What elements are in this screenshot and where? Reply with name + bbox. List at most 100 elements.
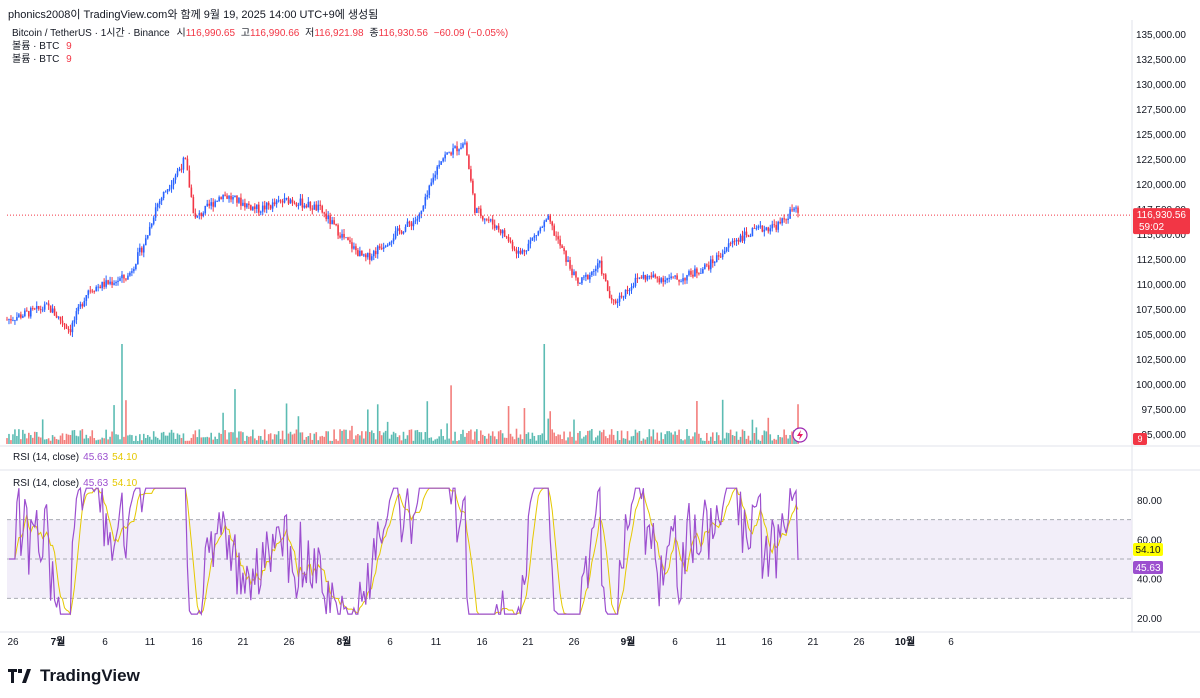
- volume-bar: [77, 436, 80, 444]
- volume-bar: [370, 430, 373, 444]
- rsi-pane-label-2[interactable]: RSI (14, close) 45.63 54.10: [13, 478, 137, 489]
- volume-bar: [634, 429, 637, 444]
- volume-bar: [583, 436, 585, 444]
- candle-body: [660, 278, 663, 283]
- volume-label: 볼륨 · BTC: [12, 54, 60, 65]
- candle-body: [600, 260, 603, 274]
- candle-body: [452, 148, 454, 155]
- volume-bar: [680, 439, 682, 444]
- volume-bar: [309, 433, 312, 444]
- candle-body: [438, 164, 440, 167]
- candle-body: [569, 260, 571, 269]
- volume-bar: [608, 434, 611, 444]
- volume-bar: [456, 440, 458, 444]
- candle-body: [156, 204, 159, 208]
- volume-bar: [357, 434, 359, 444]
- volume-bar: [29, 435, 32, 444]
- volume-bar: [571, 436, 573, 444]
- rsi-tick-label: 60.00: [1137, 535, 1162, 546]
- volume-bar: [24, 433, 26, 444]
- volume-bar: [87, 438, 90, 444]
- candle-body: [47, 303, 50, 306]
- candle-body: [376, 246, 379, 255]
- time-tick-label: 11: [716, 637, 727, 648]
- volume-bar: [612, 434, 615, 444]
- price-tick-label: 127,500.00: [1136, 105, 1186, 116]
- volume-bar: [363, 438, 365, 444]
- volume-bar: [372, 433, 375, 444]
- candle-body: [460, 147, 462, 150]
- volume-bar: [81, 429, 84, 444]
- volume-bar: [517, 437, 520, 444]
- candle-body: [398, 228, 401, 231]
- candle-body: [67, 328, 70, 330]
- candle-body: [547, 215, 550, 220]
- volume-bar: [642, 438, 645, 444]
- candle-body: [487, 219, 490, 221]
- volume-bar: [176, 433, 179, 444]
- volume-bar: [337, 440, 339, 444]
- candle-body: [33, 308, 36, 310]
- candle-body: [428, 185, 431, 195]
- candle-body: [783, 218, 785, 220]
- volume-bar: [380, 435, 383, 444]
- volume-bar: [289, 431, 292, 444]
- candle-body: [721, 253, 724, 258]
- candle-body: [793, 208, 795, 211]
- volume-bar: [495, 439, 498, 444]
- volume-bar: [565, 440, 567, 444]
- candle-body: [593, 271, 595, 272]
- candle-body: [240, 197, 242, 206]
- volume-bar: [711, 432, 714, 444]
- candle-body: [785, 219, 787, 221]
- volume-bar: [355, 435, 357, 444]
- volume-bar: [311, 439, 314, 444]
- volume-bar: [408, 429, 411, 444]
- candle-body: [301, 198, 304, 208]
- volume-bar: [291, 434, 294, 444]
- candle-body: [749, 236, 752, 238]
- rsi-pane-label-1[interactable]: RSI (14, close) 45.63 54.10: [13, 452, 137, 463]
- time-tick-label: 26: [283, 637, 295, 648]
- candle-body: [388, 242, 391, 245]
- volume-bar: [265, 440, 268, 444]
- candle-body: [711, 259, 714, 264]
- volume-bar: [442, 435, 444, 444]
- candle-body: [31, 308, 34, 309]
- volume-bar: [507, 406, 510, 444]
- candle-body: [313, 204, 316, 210]
- volume-row-1[interactable]: 볼륨 · BTC 9: [12, 40, 508, 53]
- symbol-name[interactable]: Bitcoin / TetherUS · 1시간 · Binance: [12, 28, 170, 39]
- volume-bar: [462, 429, 464, 444]
- volume-bar: [283, 439, 286, 444]
- candle-body: [521, 250, 524, 254]
- candle-body: [83, 300, 86, 307]
- volume-bar: [569, 431, 571, 444]
- volume-bar: [668, 431, 670, 444]
- volume-bar: [297, 416, 300, 444]
- candle-body: [557, 236, 559, 240]
- volume-bar: [202, 437, 205, 444]
- candle-body: [295, 203, 298, 206]
- candle-body: [281, 201, 284, 203]
- candle-body: [135, 264, 137, 269]
- candle-body: [24, 310, 26, 317]
- volume-bar: [702, 440, 704, 444]
- volume-bar: [549, 411, 552, 444]
- candle-body: [361, 250, 363, 256]
- candle-body: [694, 268, 696, 277]
- tradingview-brand[interactable]: TradingView: [8, 666, 140, 686]
- volume-bar: [589, 430, 591, 444]
- candle-body: [561, 245, 563, 249]
- volume-row-2[interactable]: 볼륨 · BTC 9: [12, 53, 508, 66]
- candle-body: [567, 260, 569, 262]
- candle-body: [434, 174, 437, 178]
- volume-bar: [327, 431, 329, 444]
- volume-bar: [115, 434, 117, 444]
- brand-name: TradingView: [40, 666, 140, 685]
- rsi-badge-value: 45.63: [1135, 563, 1160, 574]
- volume-bar: [210, 432, 212, 444]
- candle-body: [20, 314, 22, 318]
- candle-body: [190, 187, 193, 198]
